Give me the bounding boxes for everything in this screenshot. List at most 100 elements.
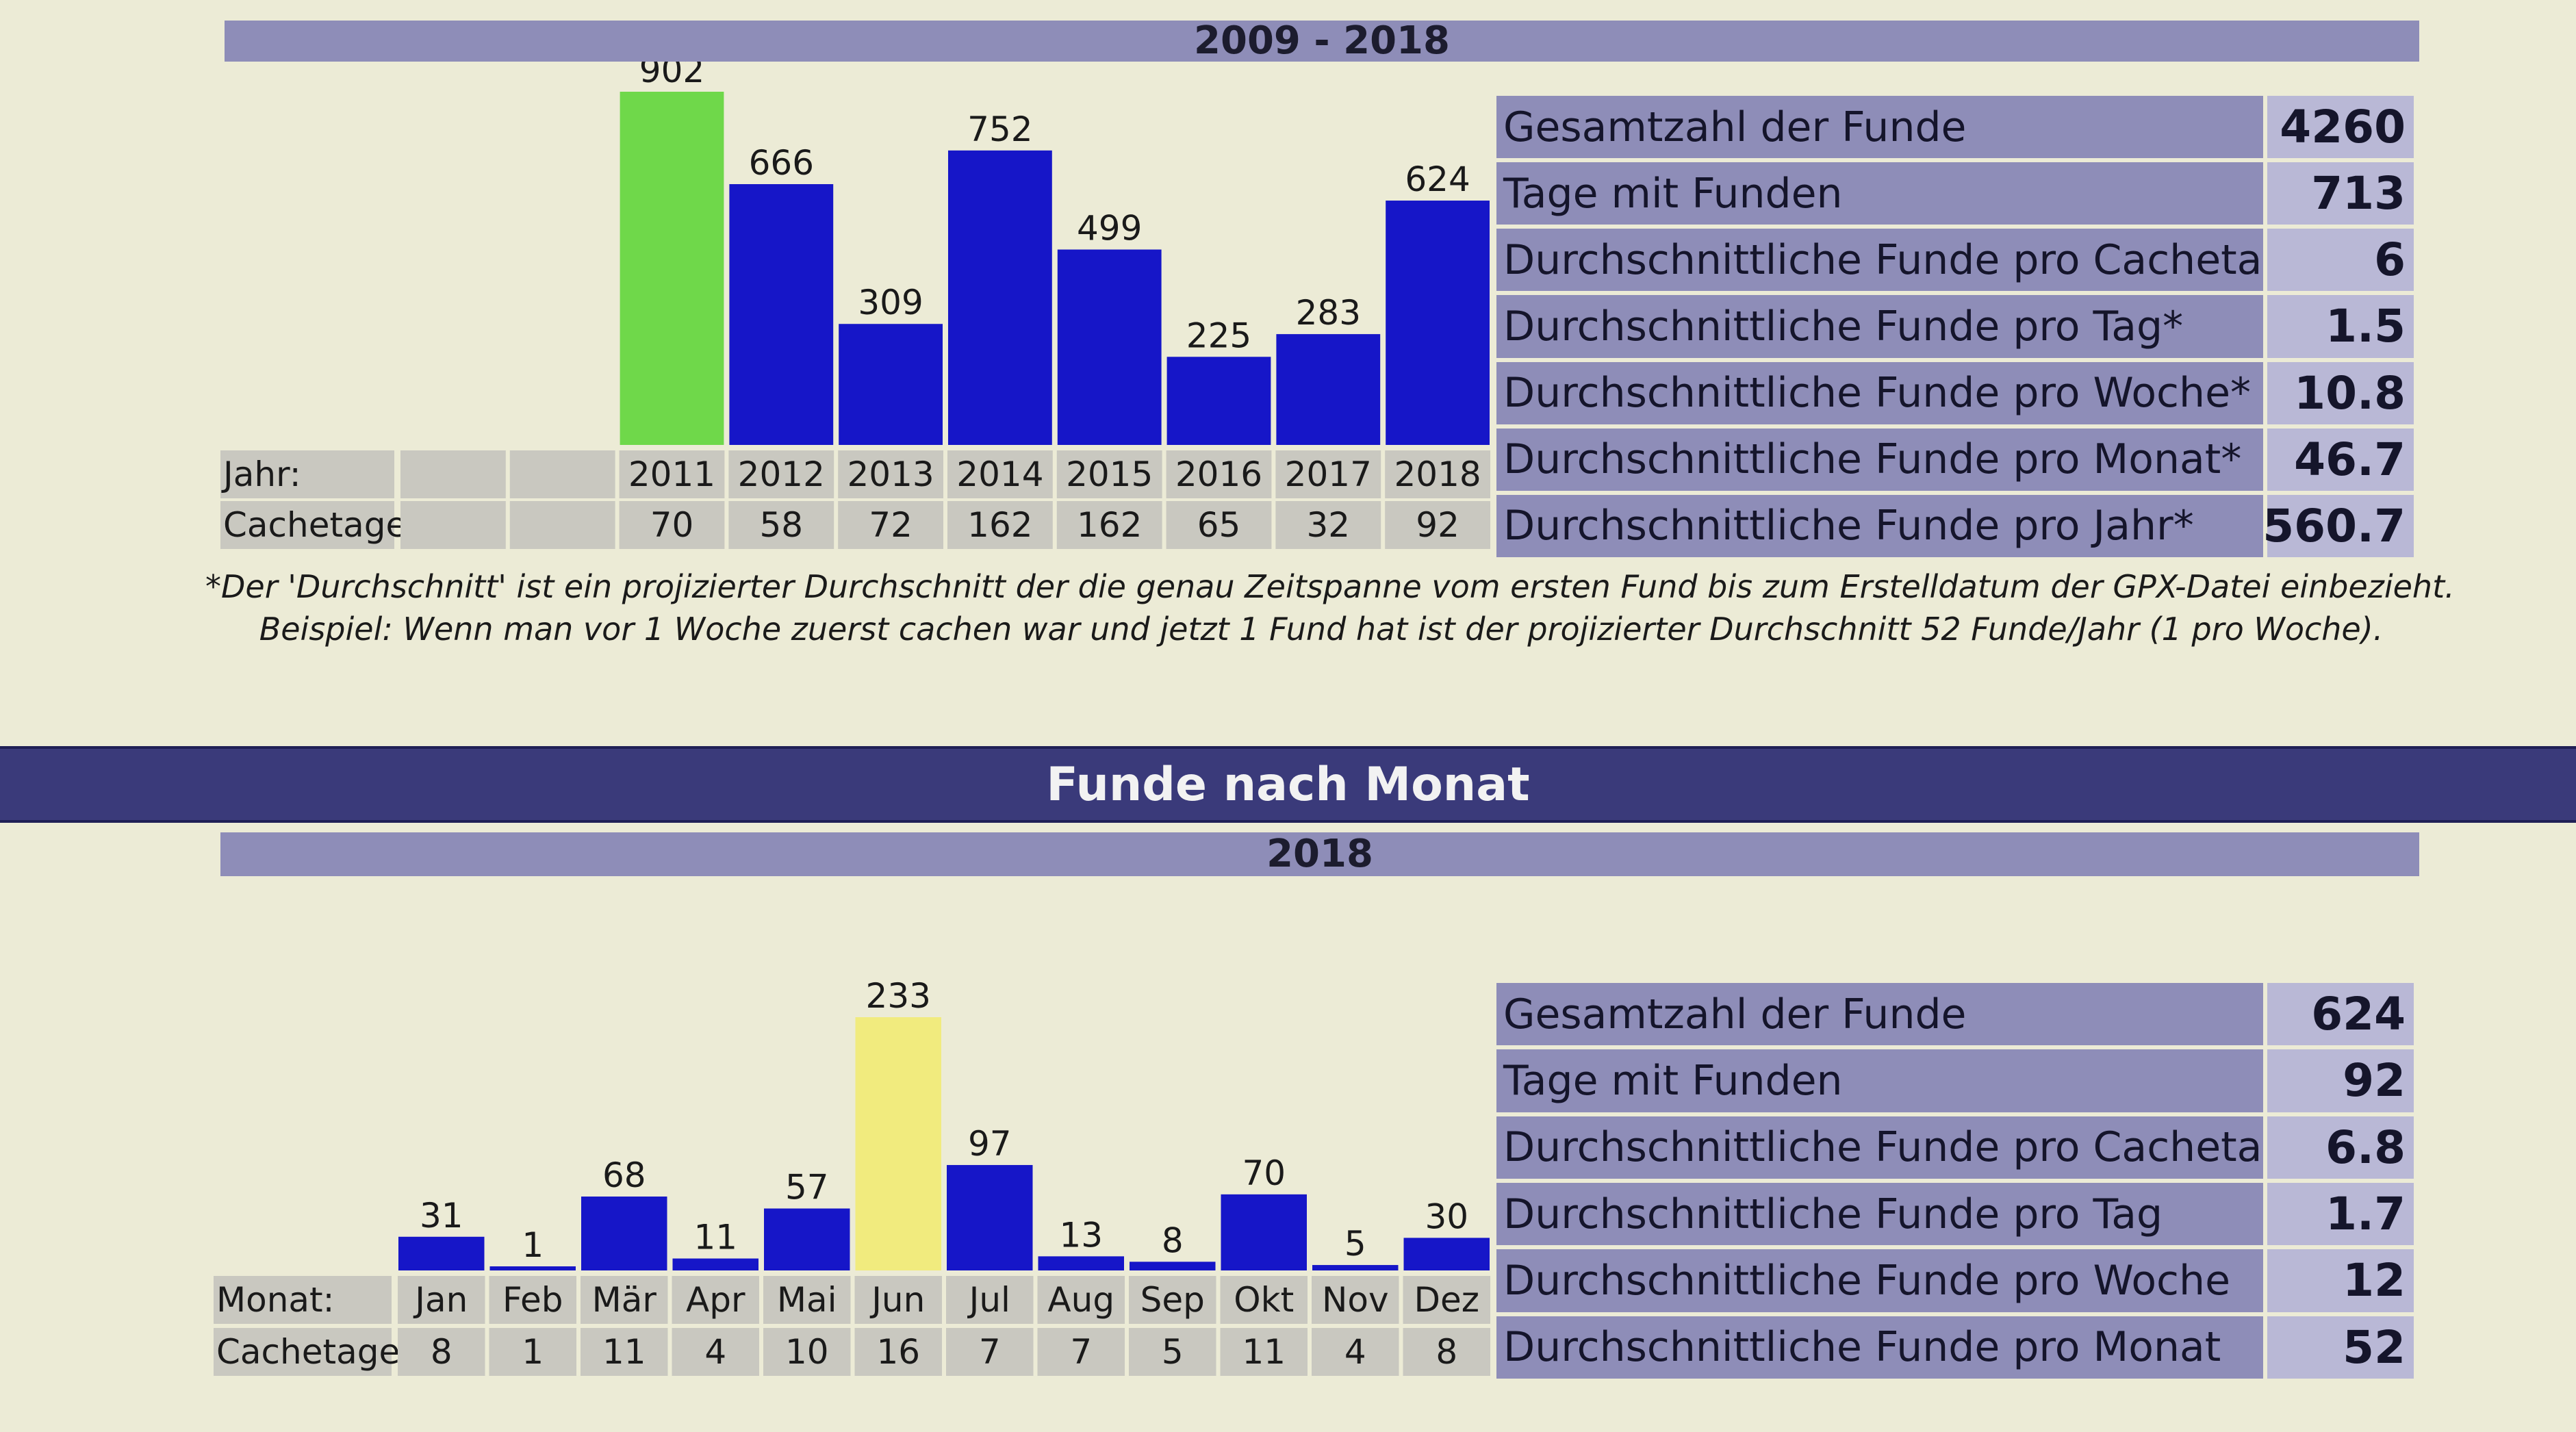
- table-cell-bg: [400, 501, 506, 549]
- cachetage-label: 4: [1344, 1332, 1366, 1372]
- yearly-range-title: 2009 - 2018: [1194, 18, 1450, 63]
- bar: [764, 1208, 850, 1270]
- yearly-bar-chart: Jahr: 2011 2012 2013 2014 2015 2016 2017 2018 Cac…: [220, 62, 1490, 549]
- yearly-stats-table: Gesamtzahl der Funde 4260 Tage mit Funden 7…: [1496, 96, 2414, 561]
- monthly-stat-row: Durchschnittliche Funde pro Monat 52: [1496, 1316, 2414, 1379]
- bar: [1276, 334, 1381, 445]
- yearly-stat-row: Tage mit Funden 713: [1496, 162, 2414, 225]
- bar: [1221, 1194, 1307, 1270]
- table-cell-bg: [854, 1328, 942, 1376]
- yearly-average-note-line2: Beispiel: Wenn man vor 1 Woche zuerst ca…: [259, 611, 2384, 648]
- monthly-year-title: 2018: [1266, 832, 1373, 876]
- table-cell-bg: [1312, 1276, 1399, 1324]
- monthly-stat-row: Durchschnittliche Funde pro Cachetag 6.8: [1496, 1116, 2414, 1179]
- category-label: Sep: [1140, 1280, 1205, 1320]
- category-label: 2018: [1394, 455, 1481, 494]
- row-header-bg: [220, 501, 394, 549]
- table-cell-bg: [1312, 1328, 1399, 1376]
- monthly-stat-value: 1.7: [2267, 1183, 2414, 1246]
- monthly-stat-row: Durchschnittliche Funde pro Tag 1.7: [1496, 1183, 2414, 1246]
- bar-value-label: 1: [522, 1225, 544, 1265]
- bar-value-label: 70: [1242, 1153, 1286, 1193]
- table-cell-bg: [854, 1276, 942, 1324]
- cachetage-label: 92: [1416, 505, 1459, 545]
- monthly-stat-label: Durchschnittliche Funde pro Cachetag: [1496, 1116, 2267, 1179]
- monthly-stats-table: Gesamtzahl der Funde 624 Tage mit Funden 92…: [1496, 983, 2414, 1383]
- table-cell-bg: [1056, 450, 1162, 498]
- table-cell-bg: [1166, 501, 1272, 549]
- yearly-stat-label: Tage mit Funden: [1496, 162, 2267, 225]
- category-label: 2013: [847, 455, 934, 494]
- cachetage-label: 11: [602, 1332, 646, 1372]
- monthly-stat-row: Gesamtzahl der Funde 624: [1496, 983, 2414, 1046]
- yearly-stat-row: Durchschnittliche Funde pro Jahr* 560.7: [1496, 494, 2414, 557]
- cachetage-label: 8: [431, 1332, 452, 1372]
- table-cell-bg: [1275, 450, 1381, 498]
- cachetage-label: 1: [522, 1332, 544, 1372]
- row-header-bg: [220, 450, 394, 498]
- table-cell-bg: [1037, 1328, 1125, 1376]
- monthly-stat-value: 92: [2267, 1049, 2414, 1112]
- category-label: Okt: [1234, 1280, 1294, 1320]
- cachetage-label: 4: [704, 1332, 726, 1372]
- table-cell-bg: [728, 501, 834, 549]
- bar: [489, 1266, 576, 1270]
- table-cell-bg: [1403, 1328, 1490, 1376]
- bar: [947, 1164, 1033, 1270]
- monthly-stat-row: Durchschnittliche Funde pro Woche 12: [1496, 1249, 2414, 1312]
- category-label: 2015: [1066, 455, 1153, 494]
- bar-value-label: 97: [968, 1124, 1012, 1164]
- table-cell-bg: [672, 1328, 759, 1376]
- yearly-stat-value: 10.8: [2267, 361, 2414, 424]
- table-cell-bg: [728, 450, 834, 498]
- row-header-bg: [214, 1276, 392, 1324]
- bar: [948, 150, 1052, 445]
- cachetage-label: 70: [650, 505, 694, 545]
- monthly-stat-value: 624: [2267, 983, 2414, 1046]
- bar: [1057, 249, 1162, 445]
- bar-value-label: 309: [858, 283, 923, 322]
- table-cell-bg: [946, 1328, 1034, 1376]
- yearly-range-header: 2009 - 2018: [225, 18, 2419, 63]
- yearly-stat-row: Durchschnittliche Funde pro Monat* 46.7: [1496, 428, 2414, 491]
- cachetage-label: 7: [979, 1332, 1001, 1372]
- table-cell-bg: [1275, 501, 1381, 549]
- cachetage-label: 162: [1077, 505, 1142, 545]
- cachetage-label: 162: [967, 505, 1032, 545]
- bar-value-label: 283: [1296, 293, 1361, 333]
- table-cell-bg: [1037, 1276, 1125, 1324]
- table-cell-bg: [1220, 1276, 1308, 1324]
- bar: [855, 1017, 941, 1270]
- category-label: Jul: [967, 1280, 1010, 1320]
- row-header-category: Monat:: [216, 1280, 335, 1320]
- table-cell-bg: [838, 450, 943, 498]
- table-cell-bg: [400, 450, 506, 498]
- cachetage-label: 11: [1242, 1332, 1286, 1372]
- monthly-stat-value: 6.8: [2267, 1116, 2414, 1179]
- monthly-stat-label: Durchschnittliche Funde pro Tag: [1496, 1183, 2267, 1246]
- table-cell-bg: [1403, 1276, 1490, 1324]
- yearly-stat-value: 560.7: [2262, 494, 2414, 557]
- bar: [1386, 201, 1490, 445]
- monthly-stat-value: 52: [2267, 1316, 2414, 1379]
- table-cell-bg: [672, 1276, 759, 1324]
- cachetage-label: 65: [1197, 505, 1241, 545]
- category-label: Mär: [592, 1280, 657, 1320]
- yearly-average-note-line1: *Der 'Durchschnitt' ist ein projizierter…: [205, 568, 2455, 605]
- monthly-stat-label: Tage mit Funden: [1496, 1049, 2267, 1112]
- row-header-bg: [214, 1328, 392, 1376]
- category-label: Jun: [869, 1280, 925, 1320]
- monthly-section-title: Funde nach Monat: [1046, 757, 1530, 812]
- table-cell-bg: [1220, 1328, 1308, 1376]
- table-cell-bg: [1166, 450, 1272, 498]
- bar: [729, 184, 834, 445]
- row-header-category: Jahr:: [221, 455, 301, 494]
- table-cell-bg: [489, 1276, 576, 1324]
- bar-value-label: 11: [693, 1218, 737, 1257]
- yearly-stat-label: Durchschnittliche Funde pro Woche*: [1496, 361, 2267, 424]
- table-cell-bg: [947, 450, 1053, 498]
- bar-value-label: 902: [639, 62, 704, 90]
- table-cell-bg: [489, 1328, 576, 1376]
- yearly-stat-value: 46.7: [2267, 428, 2414, 491]
- table-cell-bg: [1385, 501, 1490, 549]
